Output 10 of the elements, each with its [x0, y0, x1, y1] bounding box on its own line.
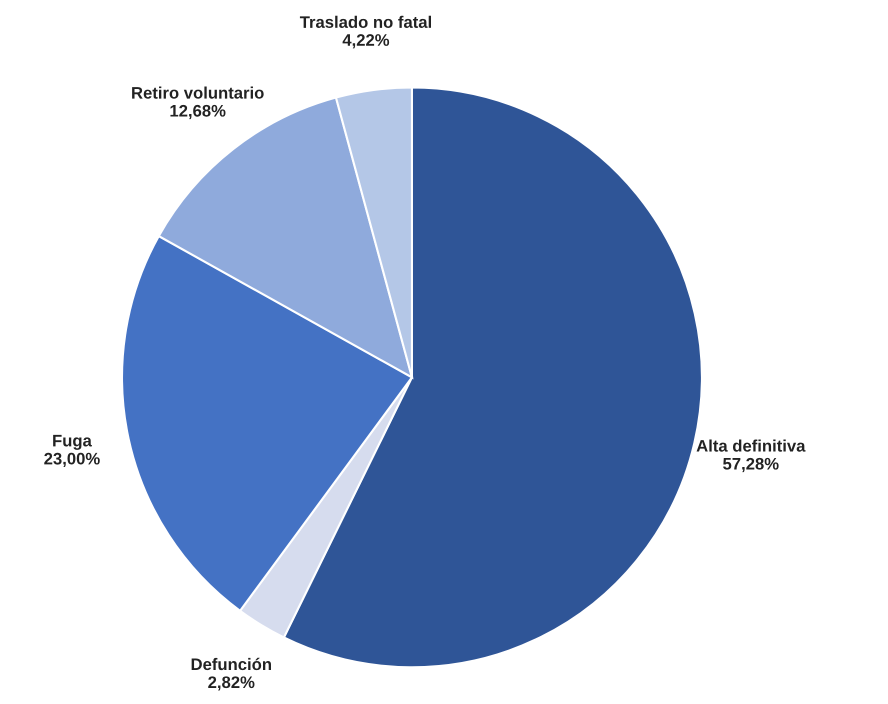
data-label: 23,00% [44, 452, 100, 467]
slice-label: Traslado no fatal [300, 16, 431, 28]
data-label: 2,82% [208, 676, 254, 691]
slice-label: Retiro voluntario [132, 86, 264, 99]
slice-label: Defunción [192, 658, 271, 670]
slice-label: Alta definitiva [696, 439, 806, 452]
data-label: 57,28% [723, 458, 779, 472]
data-label: 12,68% [170, 104, 226, 120]
data-label: 4,22% [342, 34, 390, 48]
slice-label: Fuga [53, 434, 92, 450]
